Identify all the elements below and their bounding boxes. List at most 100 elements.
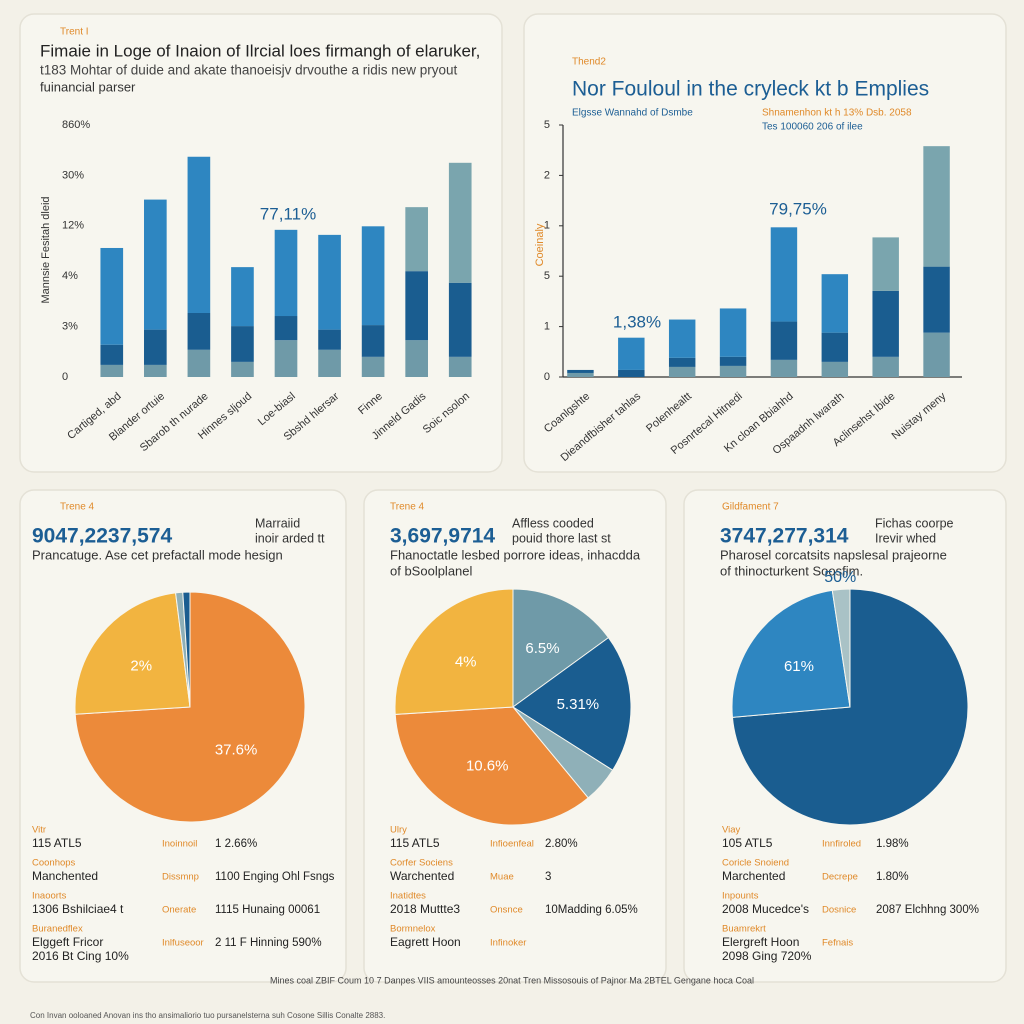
chart-subtitle: t183 Mohtar of duide and akate thanoeisj…	[40, 63, 458, 78]
chart-subtitle: Tes 100060 206 of ilee	[762, 122, 863, 133]
bar-segment	[668, 319, 696, 358]
bar-segment	[318, 329, 341, 350]
bar-segment	[872, 290, 899, 357]
stat-value: 2.80%	[545, 838, 578, 850]
bar-segment	[567, 369, 594, 373]
y-tick-label: 1	[544, 220, 550, 232]
stat-value: Manchented	[32, 869, 98, 883]
stat-label: Infinoker	[490, 938, 526, 949]
bar-segment	[668, 366, 696, 377]
headline: 3,697,9714	[390, 525, 495, 548]
bar-segment	[231, 326, 254, 362]
chart-subtitle: Shnamenhon kt h 13% Dsb. 2058	[762, 108, 912, 119]
stat-value: 1.98%	[876, 838, 909, 850]
stat-value: 2 11 F Hinning 590%	[215, 937, 322, 949]
stat-label: Coricle Snoiend	[722, 858, 789, 869]
stat-label: Bormnelox	[390, 924, 436, 935]
card-label: Gildfament 7	[722, 502, 779, 513]
slice-label: 61%	[784, 658, 814, 675]
stat-value: 2016 Bt Cing 10%	[32, 949, 129, 963]
stat-value: 2008 Mucedce's	[722, 902, 809, 916]
stat-label: Viay	[722, 825, 741, 836]
aside-text: Marraiid	[255, 516, 300, 530]
stat-label: Vitr	[32, 825, 46, 836]
stat-value: 3	[545, 871, 551, 883]
pie-slice	[394, 706, 589, 826]
footer-text: Con Invan ooloaned Anovan ins tho ansima…	[30, 1011, 385, 1020]
bar-segment	[274, 316, 298, 341]
bar-segment	[923, 266, 950, 333]
stat-label: Inaoorts	[32, 891, 67, 902]
aside-text: inoir arded tt	[255, 531, 325, 545]
stat-label: Fefnais	[822, 938, 853, 949]
bar-segment	[231, 267, 254, 327]
y-tick-label: 4%	[62, 270, 78, 282]
bar-segment	[719, 308, 747, 357]
stat-label: Corfer Sociens	[390, 858, 453, 869]
y-axis-label: Coeinaly	[534, 223, 546, 266]
bar-segment	[361, 325, 385, 357]
stat-value: 105 ATL5	[722, 836, 773, 850]
card-label: Trene 4	[390, 502, 425, 513]
bar-segment	[618, 369, 645, 377]
slice-label: 37.6%	[215, 741, 258, 758]
aside-text: Irevir whed	[875, 531, 936, 545]
stat-label: Innfiroled	[822, 839, 861, 850]
bar-segment	[821, 332, 849, 362]
stat-value: Marchented	[722, 869, 785, 883]
bar-segment	[187, 349, 211, 377]
bar-segment	[274, 229, 298, 317]
stat-label: Decrepe	[822, 872, 858, 883]
y-tick-label: 1	[544, 321, 550, 333]
stat-value: 10Madding 6.05%	[545, 904, 638, 916]
stat-value: Warchented	[390, 869, 454, 883]
slice-label: 50%	[824, 569, 856, 586]
bar-segment	[719, 365, 747, 377]
slice-label: 6.5%	[525, 640, 559, 657]
bar-segment	[361, 356, 385, 377]
bar-segment	[100, 364, 124, 377]
bar-segment	[618, 337, 645, 370]
bar-segment	[770, 321, 798, 360]
stat-label: Dissmnp	[162, 872, 199, 883]
slice-label: 4%	[455, 654, 477, 671]
stat-value: 115 ATL5	[32, 836, 82, 850]
pie-slice	[731, 589, 851, 718]
stat-value: 2098 Ging 720%	[722, 949, 812, 963]
caption: Prancatuge. Ase cet prefactall mode hesi…	[32, 547, 283, 562]
stat-label: Inoinnoil	[162, 839, 197, 850]
pie-slice	[394, 588, 514, 715]
stat-label: Coonhops	[32, 858, 76, 869]
pie-slice	[182, 591, 191, 708]
stat-label: Buranedflex	[32, 924, 83, 935]
bar-segment	[872, 356, 899, 377]
aside-text: Affless cooded	[512, 516, 594, 530]
stat-value: 1 2.66%	[215, 838, 257, 850]
bar-segment	[144, 364, 167, 377]
stat-value: Eagrett Hoon	[390, 935, 461, 949]
bar-segment	[231, 361, 254, 377]
caption: of bSoolplanel	[390, 563, 473, 578]
caption: Fhanoctatle lesbed porrore ideas, inhacd…	[390, 547, 641, 562]
y-tick-label: 30%	[62, 169, 84, 181]
footer-text: Mines coal ZBIF Coum 10 7 Danpes VIIS am…	[270, 975, 754, 985]
stat-label: Inlfuseoor	[162, 938, 204, 949]
slice-label: 2%	[130, 658, 152, 675]
y-tick-label: 12%	[62, 220, 84, 232]
headline: 3747,277,314	[720, 525, 849, 548]
annotation: 77,11%	[260, 204, 316, 223]
bar-segment	[361, 226, 385, 326]
bar-segment	[872, 237, 899, 291]
caption: Pharosel corcatsits napslesal prajeorne	[720, 547, 947, 562]
headline: 9047,2237,574	[32, 525, 172, 548]
annotation: 79,75%	[769, 199, 827, 218]
chart-subtitle: fuinancial parser	[40, 79, 136, 94]
aside-text: pouid thore last st	[512, 531, 611, 545]
bar-segment	[821, 274, 849, 333]
y-tick-label: 860%	[62, 119, 90, 131]
slice-label: 5.31%	[557, 696, 600, 713]
stat-value: 115 ATL5	[390, 836, 440, 850]
stat-value: 1115 Hunaing 00061	[215, 904, 320, 916]
stat-value: Elggeft Fricor	[32, 935, 103, 949]
chart-title: Fimaie in Loge of Inaion of Ilrcial loes…	[40, 41, 480, 60]
